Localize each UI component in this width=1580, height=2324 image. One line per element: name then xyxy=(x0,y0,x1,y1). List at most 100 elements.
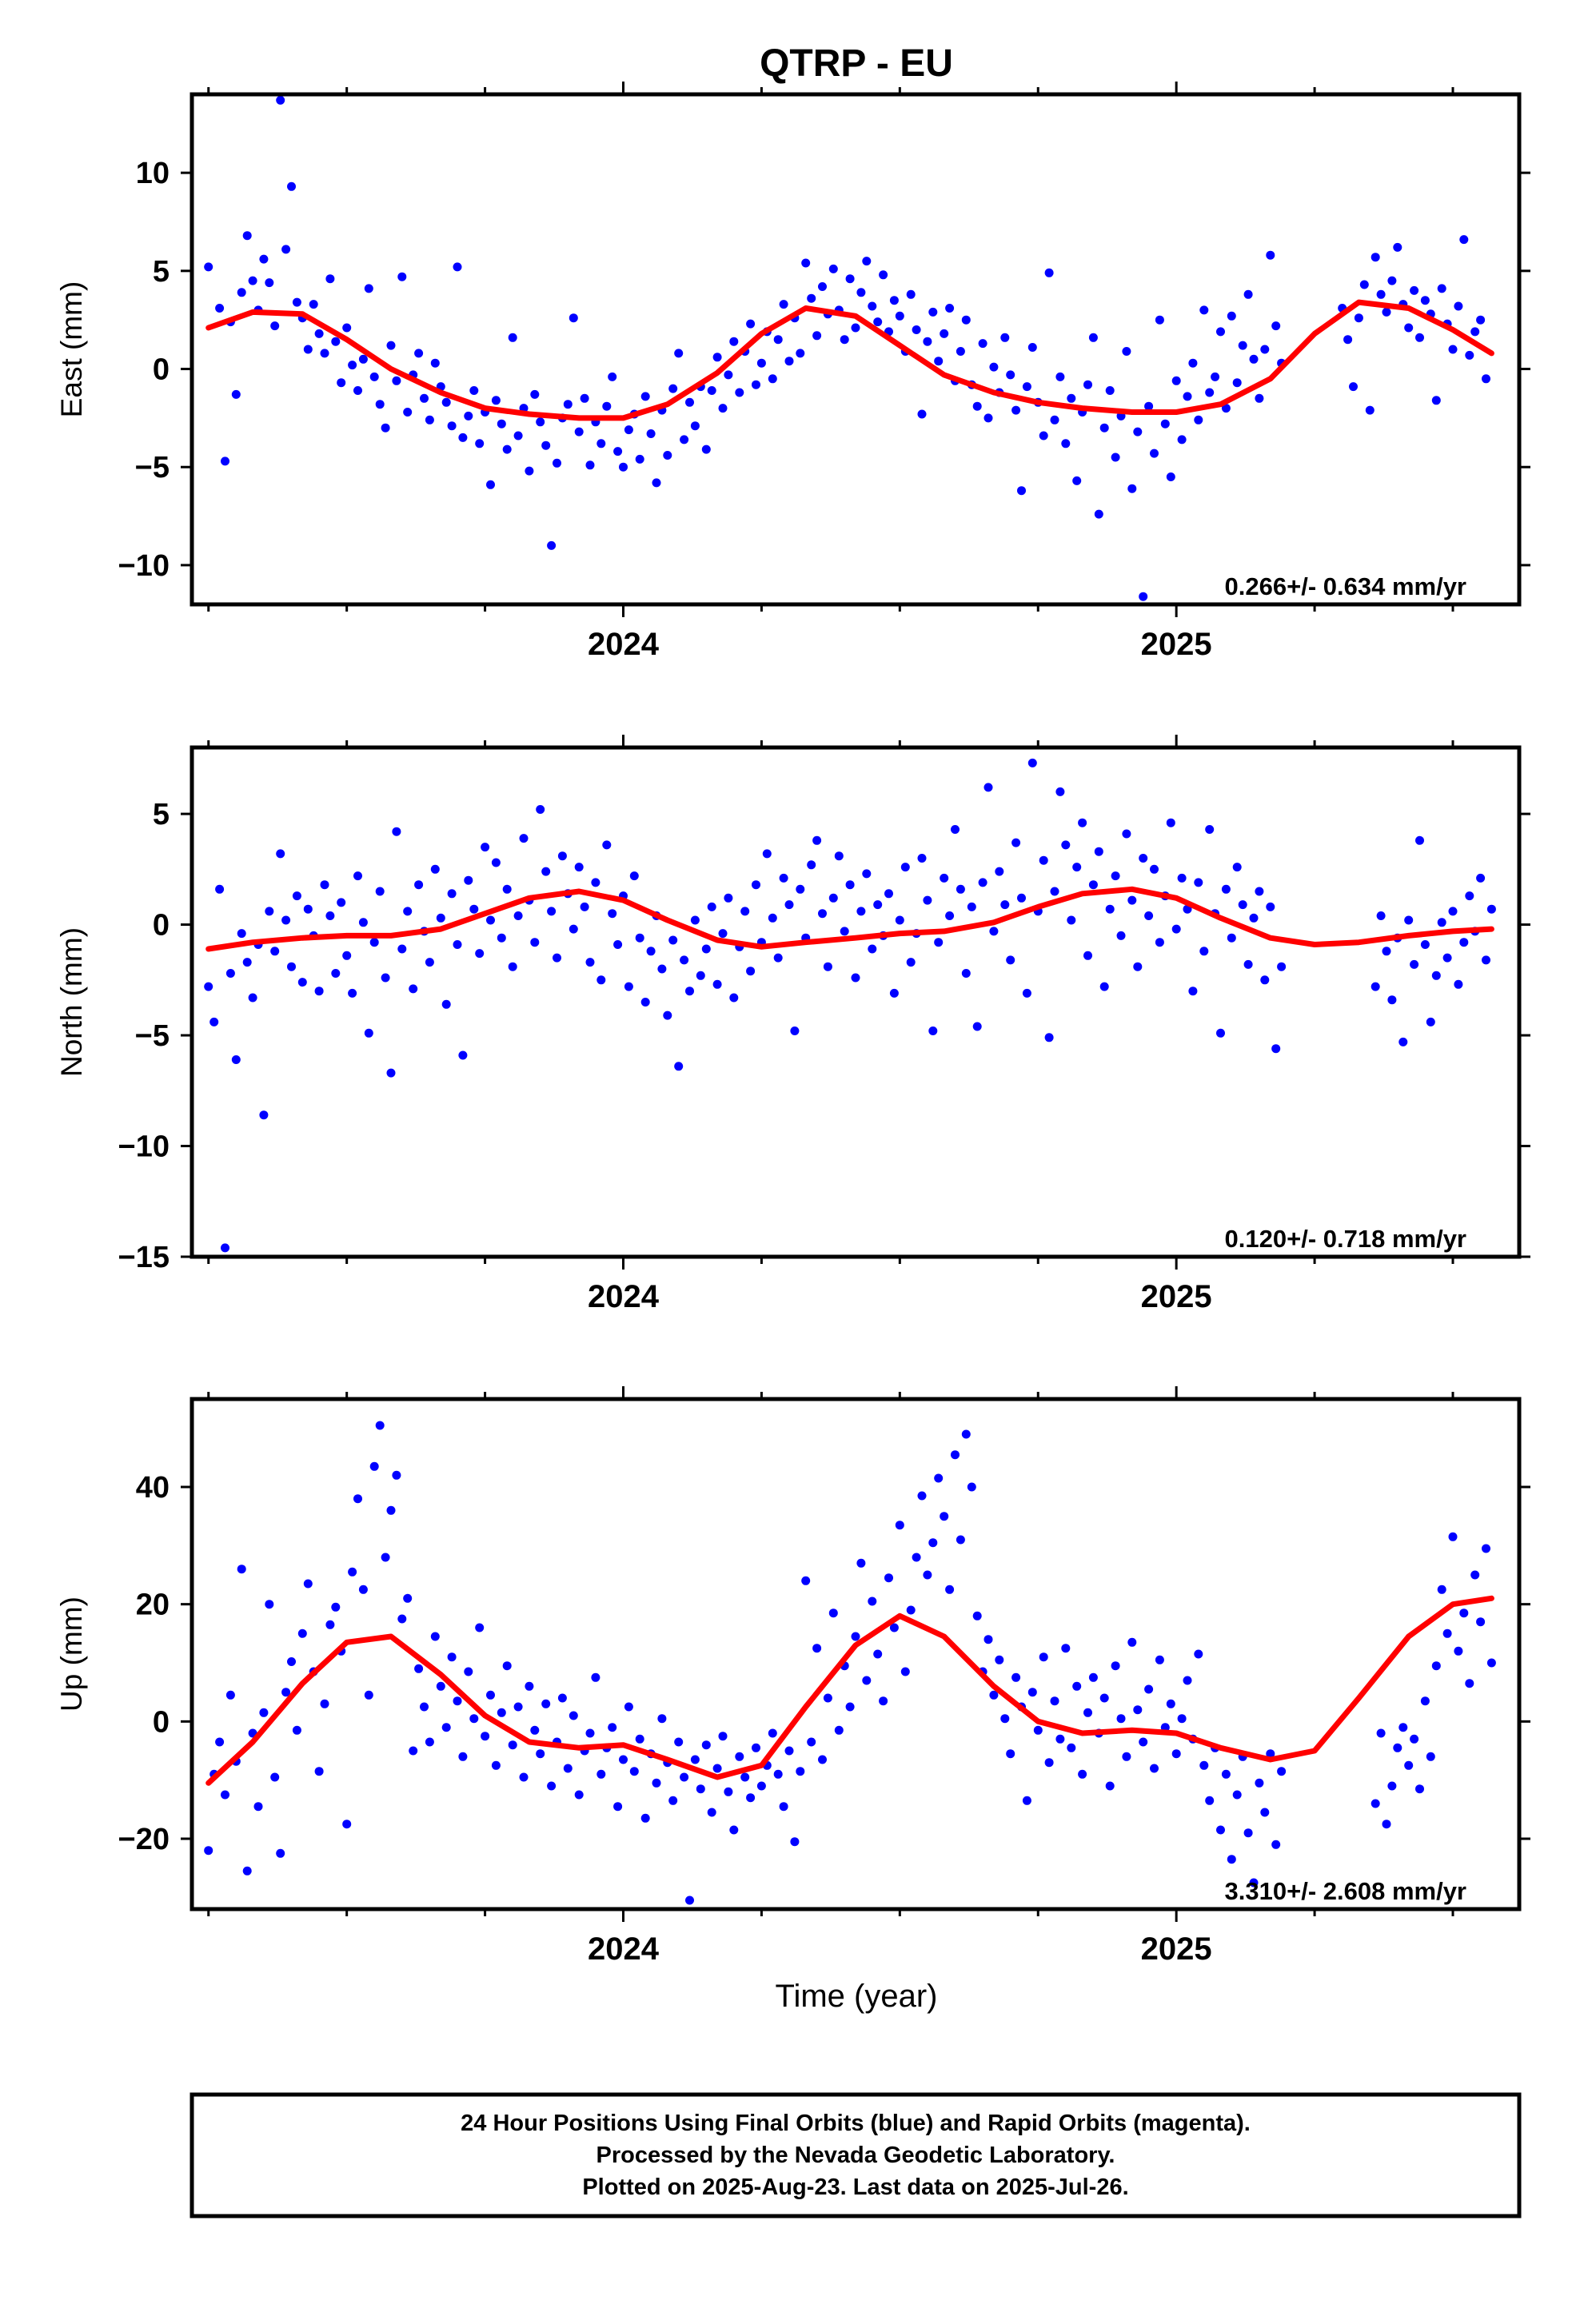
chart-2-data-point xyxy=(414,1664,424,1673)
chart-2-data-point xyxy=(342,1820,352,1829)
chart-2-data-point xyxy=(868,1597,877,1606)
chart-1-data-point xyxy=(237,929,246,939)
chart-1-data-point xyxy=(712,979,722,989)
chart-0-data-point xyxy=(1249,354,1259,364)
chart-1-data-point xyxy=(403,907,413,916)
chart-0-data-point xyxy=(447,421,457,431)
footer-line-3: Plotted on 2025-Aug-23. Last data on 202… xyxy=(582,2175,1128,2200)
chart-1-x-tick-label: 2024 xyxy=(588,1279,660,1314)
chart-2-data-point xyxy=(1006,1749,1015,1759)
chart-1-data-point xyxy=(591,878,600,887)
chart-2-data-point xyxy=(425,1737,434,1747)
chart-2-data-point xyxy=(1216,1825,1225,1835)
chart-1-data-point xyxy=(790,1026,800,1035)
chart-1-data-point xyxy=(320,880,329,890)
chart-1-data-point xyxy=(414,880,424,890)
chart-0-points xyxy=(204,95,1490,601)
chart-1-data-point xyxy=(729,993,739,1003)
chart-1-data-point xyxy=(541,867,551,876)
chart-2-data-point xyxy=(1459,1608,1469,1618)
chart-2-data-point xyxy=(1420,1696,1430,1706)
chart-1-data-point xyxy=(928,1026,938,1035)
chart-1-data-point xyxy=(1232,863,1242,872)
chart-2-data-point xyxy=(884,1573,893,1583)
chart-2-data-point xyxy=(253,1802,263,1812)
chart-0-data-point xyxy=(386,341,396,350)
chart-2-data-point xyxy=(640,1813,650,1823)
chart-2-data-point xyxy=(265,1600,274,1609)
chart-2-data-point xyxy=(348,1567,357,1577)
chart-2-data-point xyxy=(1050,1696,1059,1706)
chart-2-data-point xyxy=(879,1696,888,1706)
chart-2-data-point xyxy=(1144,1684,1154,1694)
chart-1-data-point xyxy=(292,891,301,901)
chart-1-data-point xyxy=(325,911,335,920)
chart-2-data-point xyxy=(497,1708,506,1717)
chart-1-data-point xyxy=(762,849,772,859)
chart-2-data-point xyxy=(729,1825,739,1835)
chart-1-data-point xyxy=(502,884,512,894)
chart-1-data-point xyxy=(508,962,517,971)
chart-0-data-point xyxy=(873,317,883,327)
chart-1-data-point xyxy=(1166,818,1175,827)
chart-2-data-point xyxy=(297,1628,307,1638)
chart-1-data-point xyxy=(1039,855,1048,865)
chart-2-data-point xyxy=(818,1755,827,1764)
chart-0-data-point xyxy=(1083,380,1092,389)
chart-1-data-point xyxy=(768,913,777,923)
chart-2-data-point xyxy=(486,1690,495,1700)
chart-1-data-point xyxy=(1061,840,1071,850)
chart-2-data-point xyxy=(502,1661,512,1671)
chart-2-data-point xyxy=(690,1755,700,1764)
chart-0-data-point xyxy=(1393,242,1402,252)
chart-0-data-point xyxy=(1260,345,1270,354)
chart-1-data-point xyxy=(868,944,877,954)
chart-0-data-point xyxy=(934,357,944,366)
chart-1-data-point xyxy=(1127,895,1137,905)
chart-0-data-point xyxy=(1271,321,1281,331)
chart-1-data-point xyxy=(1426,1017,1435,1026)
chart-0-data-point xyxy=(1382,307,1391,317)
chart-1-data-point xyxy=(497,933,506,943)
chart-2-data-point xyxy=(270,1772,280,1782)
chart-2-data-point xyxy=(779,1802,788,1812)
chart-2-data-point xyxy=(862,1676,872,1685)
chart-1-data-point xyxy=(961,969,971,978)
chart-1-data-point xyxy=(469,904,479,914)
chart-2-data-point xyxy=(325,1620,335,1629)
chart-0-data-point xyxy=(879,270,888,280)
chart-1-data-point xyxy=(1266,902,1275,911)
chart-1-data-point xyxy=(458,1050,468,1060)
chart-1-data-point xyxy=(1216,1028,1225,1038)
chart-0-data-point xyxy=(215,304,225,313)
chart-1-data-point xyxy=(557,851,567,861)
chart-1-data-point xyxy=(995,867,1004,876)
chart-2-data-point xyxy=(828,1608,838,1618)
chart-title: QTRP - EU xyxy=(760,42,953,85)
chart-0-data-point xyxy=(807,293,816,303)
chart-2-data-point xyxy=(906,1605,916,1615)
chart-1-data-point xyxy=(834,851,844,861)
chart-1-data-point xyxy=(397,944,407,954)
chart-0-data-point xyxy=(895,311,904,321)
chart-2-data-point xyxy=(320,1699,329,1708)
chart-2-data-point xyxy=(1454,1646,1463,1656)
chart-0-data-point xyxy=(1476,315,1486,325)
chart-0-fit-line xyxy=(205,299,1494,421)
chart-2-data-point xyxy=(1277,1767,1287,1776)
chart-1-data-point xyxy=(856,907,866,916)
chart-1-data-point xyxy=(1415,835,1424,845)
chart-1-y-tick-label: −5 xyxy=(135,1019,170,1053)
chart-0-data-point xyxy=(369,372,379,381)
x-axis-label: Time (year) xyxy=(776,1979,938,2014)
chart-2-data-point xyxy=(784,1746,794,1756)
chart-2-data-point xyxy=(1088,1672,1098,1682)
chart-0-data-point xyxy=(752,380,760,389)
chart-0-data-point xyxy=(1088,333,1098,342)
chart-2-data-point xyxy=(585,1728,595,1738)
chart-1-data-point xyxy=(276,849,285,859)
chart-1-data-point xyxy=(752,880,760,890)
chart-1-data-point xyxy=(1205,825,1215,834)
chart-0-data-point xyxy=(984,413,993,423)
chart-1-data-point xyxy=(409,984,418,994)
